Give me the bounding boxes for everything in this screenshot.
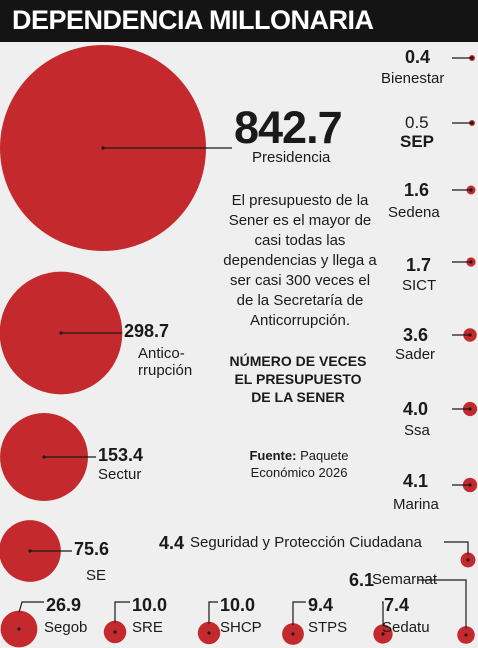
leader-dot-sict [469,260,473,264]
category-label-sep: SEP [400,132,435,151]
value-label-sader: 3.6 [403,325,429,345]
leader-dot-semarnat [464,633,468,637]
leader-line-segob [18,601,44,613]
leader-dot-sedatu [381,632,385,636]
source-label: Fuente: [249,448,297,463]
category-label-sedatu: Sedatu [382,619,430,636]
value-label-seguridad-y-proteccion-ciudadana: 4.4 [159,533,185,553]
leader-dot-sre [113,630,117,634]
category-label-ssa: Ssa [404,422,430,439]
leader-dot-marina [468,483,472,487]
value-label-sict: 1.7 [406,255,432,275]
source-text: Paquete Económico 2026 [250,448,349,480]
value-label-bienestar: 0.4 [405,47,431,67]
value-label-marina: 4.1 [403,471,429,491]
category-label-segob: Segob [44,619,88,636]
category-label-sader: Sader [395,346,436,363]
category-label-marina: Marina [393,496,439,513]
leader-dot-se [28,549,32,553]
value-label-sedena: 1.6 [404,180,430,200]
leader-dot-sectur [42,455,46,459]
chart-title: DEPENDENCIA MILLONARIA [12,5,374,35]
source-note: Fuente: Paquete Económico 2026 [240,448,358,482]
leader-line-stps [292,601,306,626]
leader-dot-anticorrupcion [59,331,63,335]
leader-line-sedatu [382,601,384,627]
bubble-chart [0,45,478,648]
value-label-semarnat: 6.1 [349,570,375,590]
leader-line-seguridad-y-proteccion-ciudadana [444,541,469,555]
chart-subheading: NÚMERO DE VECES EL PRESUPUESTO DE LA SEN… [229,353,367,406]
value-label-ssa: 4.0 [403,399,429,419]
leader-dot-stps [291,632,295,636]
category-label-seguridad-y-proteccion-ciudadana: Seguridad y Protección Ciudadana [190,534,422,551]
value-label-presidencia: 842.7 [234,102,343,153]
leader-line-semarnat [418,579,467,629]
category-label-sict: SICT [402,277,437,294]
category-label-semarnat: Semarnat [372,571,438,588]
leader-dot-bienestar [470,56,474,60]
category-label-anticorrupcion: Antico- rrupción [138,345,193,379]
leader-line-shcp [208,601,218,624]
value-label-sep: 0.5 [405,113,429,132]
category-label-shcp: SHCP [220,619,262,636]
value-label-shcp: 10.0 [220,595,256,615]
leader-line-sre [114,601,130,623]
leader-dot-sep [470,121,474,125]
category-label-sectur: Sectur [98,466,142,483]
category-label-presidencia: Presidencia [252,149,331,166]
category-label-sre: SRE [132,619,163,636]
value-label-stps: 9.4 [308,595,334,615]
value-label-sre: 10.0 [132,595,168,615]
value-label-sedatu: 7.4 [384,595,410,615]
category-label-bienestar: Bienestar [381,70,445,87]
leader-dot-seguridad-y-proteccion-ciudadana [466,558,470,562]
value-label-anticorrupcion: 298.7 [124,321,170,341]
leader-dot-sedena [469,188,473,192]
leader-dot-sader [468,333,472,337]
value-label-sectur: 153.4 [98,445,144,465]
category-label-sedena: Sedena [388,204,440,221]
category-label-se: SE [86,567,107,584]
description-text: El presupuesto de la Sener es el mayor d… [223,192,377,329]
leader-dot-segob [17,627,21,631]
leader-dot-presidencia [101,146,105,150]
value-label-segob: 26.9 [46,595,82,615]
category-label-stps: STPS [308,619,348,636]
value-label-se: 75.6 [74,539,110,559]
leader-dot-ssa [468,407,472,411]
title-bar: DEPENDENCIA MILLONARIA [0,0,478,42]
leader-dot-shcp [207,631,211,635]
